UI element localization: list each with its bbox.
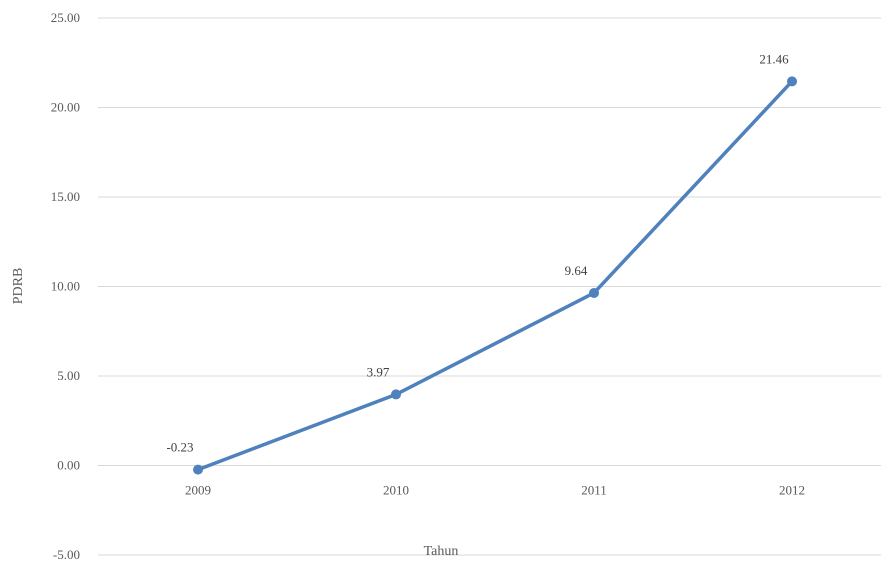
data-label: 9.64 xyxy=(565,263,588,278)
data-labels: -0.23 3.97 9.64 21.46 xyxy=(166,51,789,454)
y-tick-label: 0.00 xyxy=(57,458,80,473)
x-tick-label: 2009 xyxy=(185,483,211,498)
x-tick-labels: 2009 2010 2011 2012 xyxy=(185,483,805,498)
y-tick-label: 15.00 xyxy=(51,189,80,204)
x-tick-label: 2012 xyxy=(779,483,805,498)
data-point xyxy=(589,287,599,298)
y-tick-label: 25.00 xyxy=(51,10,80,25)
data-point xyxy=(193,464,203,475)
gridlines xyxy=(98,17,881,556)
data-point xyxy=(787,76,797,87)
data-label: -0.23 xyxy=(166,440,193,455)
y-tick-label: 20.00 xyxy=(51,100,80,115)
x-axis-title: Tahun xyxy=(424,544,459,559)
data-label: 3.97 xyxy=(367,364,390,379)
y-tick-label: 10.00 xyxy=(51,279,80,294)
y-tick-label: -5.00 xyxy=(53,547,80,562)
y-tick-label: 5.00 xyxy=(57,368,80,383)
y-axis-title: PDRB xyxy=(11,268,26,305)
series-group xyxy=(193,76,797,475)
data-point xyxy=(391,389,401,400)
x-tick-label: 2010 xyxy=(383,483,409,498)
y-tick-labels: -5.00 0.00 5.00 10.00 15.00 20.00 25.00 xyxy=(51,10,80,562)
x-tick-label: 2011 xyxy=(581,483,607,498)
data-label: 21.46 xyxy=(759,51,789,66)
series-line xyxy=(196,79,794,472)
